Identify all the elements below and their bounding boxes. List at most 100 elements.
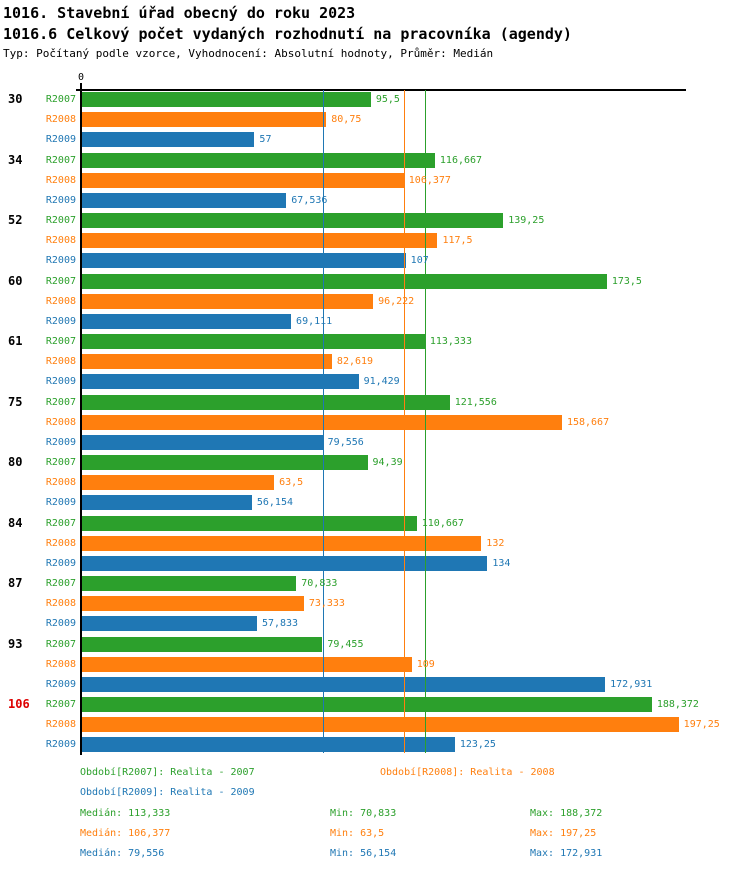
bar-r2007 xyxy=(82,152,435,168)
bar-value-label: 173,5 xyxy=(611,275,642,287)
bar-r2007 xyxy=(82,273,607,289)
axis-origin-label: 0 xyxy=(77,72,85,83)
legend-r2008: Období[R2008]: Realita - 2008 xyxy=(380,767,555,778)
bar-r2007 xyxy=(82,697,652,712)
series-label: R2009 xyxy=(45,255,76,266)
bar-value-label: 69,111 xyxy=(296,315,333,327)
series-label: R2007 xyxy=(45,94,76,105)
series-label: R2008 xyxy=(45,719,76,730)
chart-subtitle: 1016.6 Celkový počet vydaných rozhodnutí… xyxy=(3,25,572,43)
bar-r2008 xyxy=(82,717,679,732)
group-label: 52 xyxy=(8,213,23,227)
bar-r2008 xyxy=(82,172,404,188)
bar-value-label: 73,333 xyxy=(308,598,345,609)
series-label: R2008 xyxy=(45,537,76,549)
group-label: 75 xyxy=(8,394,23,409)
series-label: R2008 xyxy=(45,114,76,125)
bar-r2008 xyxy=(82,596,304,611)
bar-value-label: 96,222 xyxy=(378,295,415,307)
bar-value-label: 109 xyxy=(416,658,435,670)
bar-value-label: 107 xyxy=(410,255,429,266)
series-label: R2008 xyxy=(45,658,76,670)
series-label: R2008 xyxy=(45,598,76,609)
bar-value-label: 197,25 xyxy=(683,719,720,730)
series-label: R2008 xyxy=(45,235,76,246)
bar-value-label: 80,75 xyxy=(331,114,362,125)
bar-r2009 xyxy=(82,192,287,208)
stat-median-r2007: Medián: 113,333 xyxy=(80,808,171,819)
series-label: R2008 xyxy=(45,477,76,488)
series-label: R2007 xyxy=(45,275,76,287)
bar-r2007 xyxy=(82,636,323,652)
bar-value-label: 94,39 xyxy=(372,457,403,468)
stat-min-r2008: Min: 63,5 xyxy=(330,828,385,839)
bar-value-label: 188,372 xyxy=(656,699,699,710)
bar-value-label: 82,619 xyxy=(336,356,374,367)
bar-r2009 xyxy=(82,495,252,510)
y-axis-line xyxy=(80,83,82,755)
bar-value-label: 57 xyxy=(259,134,272,145)
chart-meta: Typ: Počítaný podle vzorce, Vyhodnocení:… xyxy=(3,47,494,60)
bar-value-label: 113,333 xyxy=(429,336,472,347)
bar-value-label: 121,556 xyxy=(454,396,497,408)
series-label: R2008 xyxy=(45,416,76,428)
bar-value-label: 158,667 xyxy=(566,416,610,428)
bar-value-label: 79,455 xyxy=(327,638,364,650)
series-label: R2008 xyxy=(45,174,76,186)
bar-value-label: 134 xyxy=(492,557,511,569)
bar-r2008 xyxy=(82,233,438,248)
stat-max-r2007: Max: 188,372 xyxy=(530,808,603,819)
bar-r2009 xyxy=(82,253,406,268)
series-label: R2009 xyxy=(45,376,76,387)
bar-r2009 xyxy=(82,616,257,631)
bar-value-label: 70,833 xyxy=(301,578,338,589)
bar-value-label: 56,154 xyxy=(256,497,293,508)
series-label: R2007 xyxy=(45,638,76,650)
page-title: 1016. Stavební úřad obecný do roku 2023 xyxy=(3,4,356,22)
series-label: R2009 xyxy=(45,618,76,629)
group-label: 60 xyxy=(8,273,23,288)
bar-r2007 xyxy=(82,515,417,531)
bar-value-label: 57,833 xyxy=(261,618,299,629)
bar-r2008 xyxy=(82,112,327,127)
series-label: R2009 xyxy=(45,134,76,145)
bar-value-label: 139,25 xyxy=(508,215,545,226)
bar-r2009 xyxy=(82,676,606,692)
group-label: 106 xyxy=(8,697,30,711)
legend-r2007: Období[R2007]: Realita - 2007 xyxy=(80,767,255,778)
series-label: R2009 xyxy=(45,678,76,690)
bar-value-label: 106,377 xyxy=(408,174,451,186)
series-label: R2009 xyxy=(45,497,76,508)
group-label: 93 xyxy=(8,636,23,651)
bar-value-label: 79,556 xyxy=(327,436,364,448)
bar-value-label: 110,667 xyxy=(421,517,464,529)
bar-r2007 xyxy=(82,334,425,349)
series-label: R2007 xyxy=(45,396,76,408)
series-label: R2008 xyxy=(45,295,76,307)
stat-min-r2007: Min: 70,833 xyxy=(330,808,397,819)
bar-value-label: 116,667 xyxy=(439,154,483,166)
bar-r2009 xyxy=(82,374,359,389)
bar-r2007 xyxy=(82,576,297,591)
series-label: R2007 xyxy=(45,154,76,166)
series-label: R2007 xyxy=(45,517,76,529)
bar-value-label: 67,536 xyxy=(291,194,328,206)
bar-r2008 xyxy=(82,535,482,551)
series-label: R2007 xyxy=(45,457,76,468)
bar-value-label: 117,5 xyxy=(442,235,473,246)
median-line-r2008 xyxy=(404,90,405,753)
bar-r2007 xyxy=(82,455,368,470)
bar-r2008 xyxy=(82,656,412,672)
stat-min-r2009: Min: 56,154 xyxy=(330,848,397,859)
stat-max-r2008: Max: 197,25 xyxy=(530,828,597,839)
bar-r2009 xyxy=(82,313,292,329)
bar-r2009 xyxy=(82,555,488,571)
series-label: R2008 xyxy=(45,356,76,367)
bar-r2009 xyxy=(82,737,455,752)
bar-value-label: 63,5 xyxy=(279,477,304,488)
series-label: R2007 xyxy=(45,578,76,589)
group-label: 87 xyxy=(8,576,23,590)
stat-max-r2009: Max: 172,931 xyxy=(530,848,603,859)
series-label: R2007 xyxy=(45,336,76,347)
